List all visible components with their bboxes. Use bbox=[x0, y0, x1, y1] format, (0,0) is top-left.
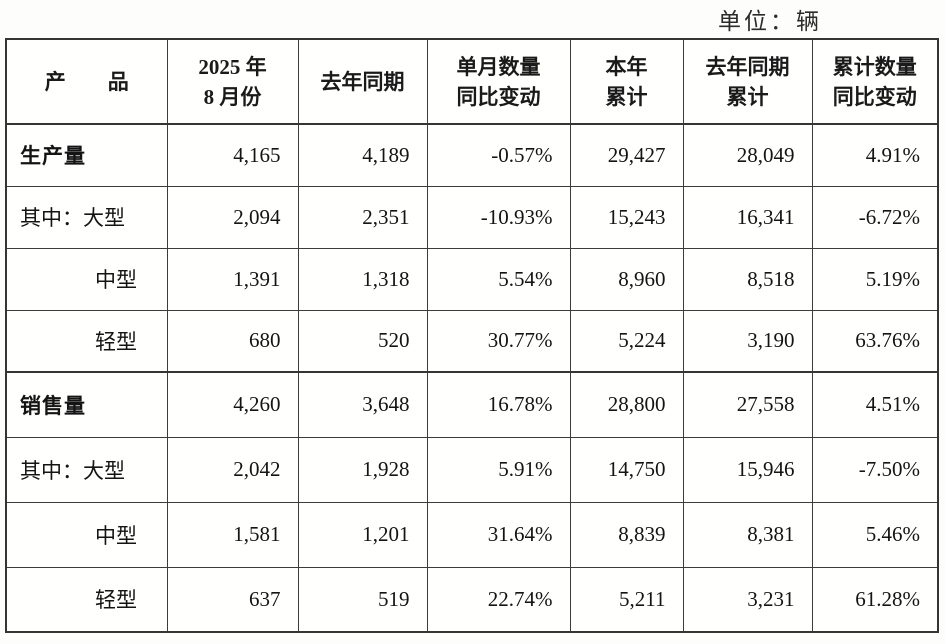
table-row-production-large: 其中：大型 2,094 2,351 -10.93% 15,243 16,341 … bbox=[5, 185, 939, 249]
table-cell: 30.77% bbox=[426, 309, 571, 373]
table-cell: 680 bbox=[166, 309, 299, 373]
header-line: 同比变动 bbox=[832, 84, 917, 109]
row-label: 生产量 bbox=[5, 123, 168, 187]
table-cell: 1,318 bbox=[297, 247, 428, 311]
table-cell: 27,558 bbox=[682, 371, 813, 438]
table-cell: 22.74% bbox=[426, 566, 571, 633]
table-cell: 5,211 bbox=[569, 566, 684, 633]
table-row-production-total: 生产量 4,165 4,189 -0.57% 29,427 28,049 4.9… bbox=[5, 123, 939, 187]
table-cell: 16.78% bbox=[426, 371, 571, 438]
column-header-product: 产 品 bbox=[5, 38, 168, 125]
table-cell: 1,581 bbox=[166, 501, 299, 568]
table-cell: 637 bbox=[166, 566, 299, 633]
header-line: 累计数量 bbox=[832, 54, 917, 79]
table-cell: 5.19% bbox=[811, 247, 939, 311]
column-header-monthly-yoy-change: 单月数量 同比变动 bbox=[426, 38, 571, 125]
row-label: 轻型 bbox=[5, 566, 168, 633]
column-header-ytd: 本年 累计 bbox=[569, 38, 684, 125]
table-cell: 1,391 bbox=[166, 247, 299, 311]
table-cell: 61.28% bbox=[811, 566, 939, 633]
table-header-row: 产 品 2025 年 8 月份 去年同期 单月数量同比变动 本年累计 去年同期累计 bbox=[5, 38, 939, 125]
header-line: 本年 bbox=[605, 54, 648, 79]
table-cell: 5.46% bbox=[811, 501, 939, 568]
table-cell: 4.91% bbox=[811, 123, 939, 187]
table-cell: 2,042 bbox=[166, 436, 299, 503]
row-label: 其中：大型 bbox=[5, 185, 168, 249]
table-cell: 520 bbox=[297, 309, 428, 373]
production-sales-table: 产 品 2025 年 8 月份 去年同期 单月数量同比变动 本年累计 去年同期累计 bbox=[5, 38, 939, 633]
table-cell: 5.54% bbox=[426, 247, 571, 311]
table-cell: 14,750 bbox=[569, 436, 684, 503]
header-line: 8 月份 bbox=[203, 84, 262, 109]
table-cell: 8,960 bbox=[569, 247, 684, 311]
table-cell: 3,648 bbox=[297, 371, 428, 438]
table-row-production-light: 轻型 680 520 30.77% 5,224 3,190 63.76% bbox=[5, 309, 939, 373]
table-cell: 8,839 bbox=[569, 501, 684, 568]
table-cell: 4,165 bbox=[166, 123, 299, 187]
row-label: 销售量 bbox=[5, 371, 168, 438]
header-line: 同比变动 bbox=[456, 84, 541, 109]
unit-label: 单位：辆 bbox=[718, 9, 822, 34]
row-label: 轻型 bbox=[5, 309, 168, 373]
table-cell: 4,189 bbox=[297, 123, 428, 187]
table-cell: 3,190 bbox=[682, 309, 813, 373]
row-label: 中型 bbox=[5, 247, 168, 311]
column-header-month-2025-08: 2025 年 8 月份 bbox=[166, 38, 299, 125]
table-cell: 1,928 bbox=[297, 436, 428, 503]
table-cell: 2,351 bbox=[297, 185, 428, 249]
table-cell: 1,201 bbox=[297, 501, 428, 568]
column-header-last-year-same-period: 去年同期 bbox=[297, 38, 428, 125]
table-cell: -10.93% bbox=[426, 185, 571, 249]
table-cell: 5,224 bbox=[569, 309, 684, 373]
table-cell: -7.50% bbox=[811, 436, 939, 503]
table-cell: 28,049 bbox=[682, 123, 813, 187]
header-line: 累计 bbox=[605, 84, 648, 109]
table-cell: 16,341 bbox=[682, 185, 813, 249]
table-cell: 5.91% bbox=[426, 436, 571, 503]
column-header-cumulative-yoy-change: 累计数量 同比变动 bbox=[811, 38, 939, 125]
table-row-sales-medium: 中型 1,581 1,201 31.64% 8,839 8,381 5.46% bbox=[5, 501, 939, 568]
table-cell: 15,946 bbox=[682, 436, 813, 503]
table-cell: 519 bbox=[297, 566, 428, 633]
table-cell: 8,381 bbox=[682, 501, 813, 568]
table-cell: 4.51% bbox=[811, 371, 939, 438]
table-cell: 31.64% bbox=[426, 501, 571, 568]
table-cell: 28,800 bbox=[569, 371, 684, 438]
table-cell: 2,094 bbox=[166, 185, 299, 249]
table-cell: 3,231 bbox=[682, 566, 813, 633]
table-row-sales-large: 其中：大型 2,042 1,928 5.91% 14,750 15,946 -7… bbox=[5, 436, 939, 503]
header-line: 2025 年 bbox=[198, 54, 267, 79]
header-line: 去年同期 bbox=[705, 54, 790, 79]
header-line: 去年同期 bbox=[320, 69, 405, 94]
column-header-last-year-ytd: 去年同期 累计 bbox=[682, 38, 813, 125]
header-line: 单月数量 bbox=[456, 54, 541, 79]
row-label: 其中：大型 bbox=[5, 436, 168, 503]
row-label: 中型 bbox=[5, 501, 168, 568]
table-row-sales-light: 轻型 637 519 22.74% 5,211 3,231 61.28% bbox=[5, 566, 939, 633]
table-cell: -6.72% bbox=[811, 185, 939, 249]
header-line: 累计 bbox=[726, 84, 769, 109]
table-cell: 15,243 bbox=[569, 185, 684, 249]
table-row-production-medium: 中型 1,391 1,318 5.54% 8,960 8,518 5.19% bbox=[5, 247, 939, 311]
table-cell: -0.57% bbox=[426, 123, 571, 187]
header-line: 产 品 bbox=[44, 69, 129, 94]
table-row-sales-total: 销售量 4,260 3,648 16.78% 28,800 27,558 4.5… bbox=[5, 371, 939, 438]
table-cell: 4,260 bbox=[166, 371, 299, 438]
table-cell: 29,427 bbox=[569, 123, 684, 187]
table-cell: 63.76% bbox=[811, 309, 939, 373]
table-cell: 8,518 bbox=[682, 247, 813, 311]
